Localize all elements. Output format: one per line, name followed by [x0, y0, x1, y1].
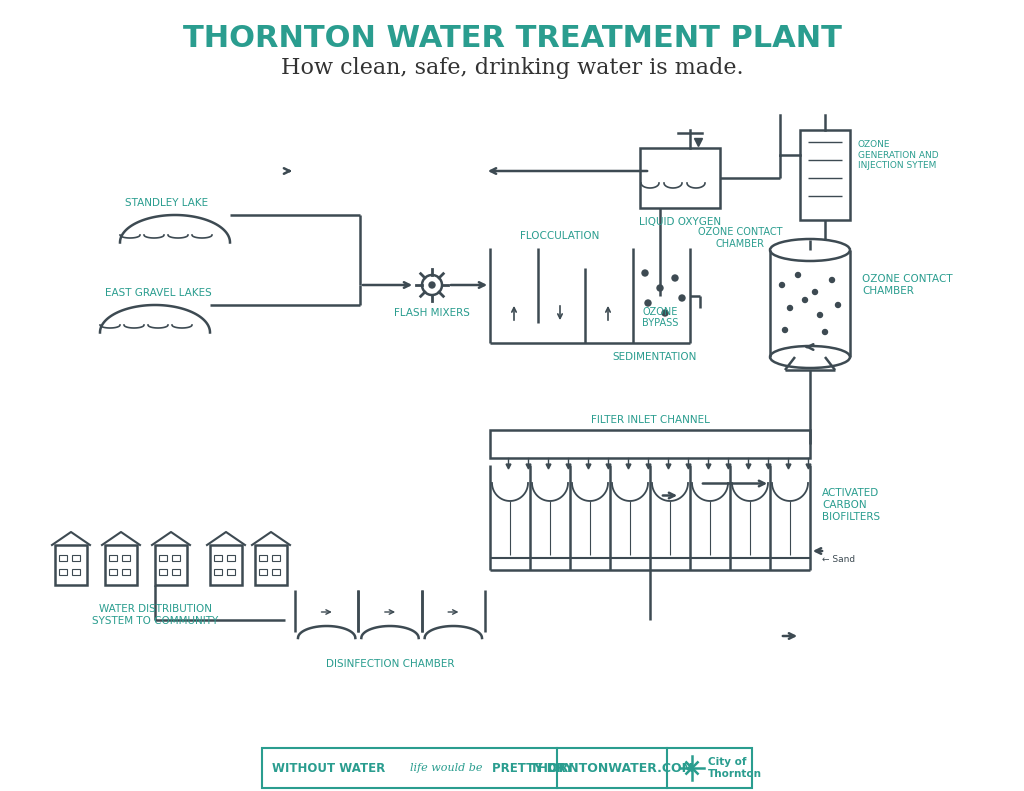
Bar — [155, 545, 187, 585]
Bar — [72, 555, 80, 561]
Circle shape — [836, 302, 841, 308]
Bar — [640, 148, 720, 208]
Text: WATER DISTRIBUTION
SYSTEM TO COMMUNITY: WATER DISTRIBUTION SYSTEM TO COMMUNITY — [92, 604, 218, 626]
Text: ACTIVATED
CARBON
BIOFILTERS: ACTIVATED CARBON BIOFILTERS — [822, 488, 880, 521]
Bar — [259, 555, 267, 561]
Circle shape — [657, 285, 663, 291]
Bar — [122, 569, 130, 575]
Circle shape — [642, 270, 648, 276]
Circle shape — [672, 275, 678, 281]
Text: OZONE
BYPASS: OZONE BYPASS — [642, 307, 678, 328]
Bar — [109, 555, 117, 561]
Text: THORNTON WATER TREATMENT PLANT: THORNTON WATER TREATMENT PLANT — [182, 24, 842, 52]
Circle shape — [829, 278, 835, 282]
Text: FLASH MIXERS: FLASH MIXERS — [394, 308, 470, 318]
Text: ← Sand: ← Sand — [822, 555, 855, 565]
Circle shape — [796, 273, 801, 278]
Circle shape — [812, 290, 817, 294]
Bar — [210, 545, 242, 585]
Bar — [272, 569, 280, 575]
Bar — [800, 130, 850, 220]
Text: How clean, safe, drinking water is made.: How clean, safe, drinking water is made. — [281, 57, 743, 79]
Text: OZONE CONTACT
CHAMBER: OZONE CONTACT CHAMBER — [862, 274, 952, 296]
Text: PRETTY DRY: PRETTY DRY — [492, 762, 573, 774]
Bar — [159, 569, 167, 575]
Bar — [72, 569, 80, 575]
Text: THORNTONWATER.COM: THORNTONWATER.COM — [529, 762, 694, 774]
Circle shape — [822, 330, 827, 335]
Text: EAST GRAVEL LAKES: EAST GRAVEL LAKES — [105, 288, 212, 298]
Bar — [109, 569, 117, 575]
Bar — [59, 555, 67, 561]
Circle shape — [817, 312, 822, 317]
Bar — [255, 545, 287, 585]
Text: SEDIMENTATION: SEDIMENTATION — [612, 352, 697, 362]
Bar — [172, 569, 180, 575]
Text: WITHOUT WATER: WITHOUT WATER — [272, 762, 389, 774]
Circle shape — [662, 310, 668, 316]
Text: FILTER INLET CHANNEL: FILTER INLET CHANNEL — [591, 415, 710, 425]
Text: STANDLEY LAKE: STANDLEY LAKE — [125, 198, 208, 208]
Circle shape — [679, 295, 685, 301]
Text: City of
Thornton: City of Thornton — [708, 757, 762, 779]
Bar — [490, 430, 810, 458]
Bar — [272, 555, 280, 561]
Circle shape — [782, 327, 787, 332]
Bar — [172, 555, 180, 561]
Bar — [227, 555, 234, 561]
Bar — [105, 545, 137, 585]
Bar — [55, 545, 87, 585]
Bar — [59, 569, 67, 575]
Bar — [227, 569, 234, 575]
Text: life would be: life would be — [410, 763, 486, 773]
Circle shape — [645, 300, 651, 306]
Circle shape — [803, 297, 808, 302]
Text: LIQUID OXYGEN: LIQUID OXYGEN — [639, 217, 721, 227]
Bar — [122, 555, 130, 561]
Bar — [214, 555, 222, 561]
Circle shape — [787, 305, 793, 311]
Bar — [259, 569, 267, 575]
Bar — [159, 555, 167, 561]
Bar — [214, 569, 222, 575]
Text: OZONE CONTACT
CHAMBER: OZONE CONTACT CHAMBER — [697, 227, 782, 249]
Text: OZONE
GENERATION AND
INJECTION SYTEM: OZONE GENERATION AND INJECTION SYTEM — [858, 140, 939, 170]
Bar — [262, 748, 752, 788]
Text: FLOCCULATION: FLOCCULATION — [520, 231, 600, 241]
Text: DISINFECTION CHAMBER: DISINFECTION CHAMBER — [326, 659, 455, 669]
Circle shape — [779, 282, 784, 287]
Circle shape — [429, 282, 435, 288]
